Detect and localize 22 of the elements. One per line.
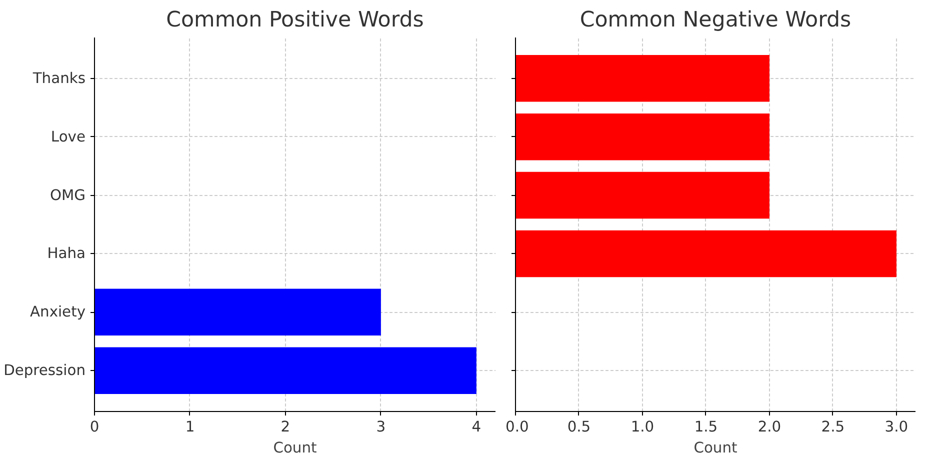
x-tick-label: 0.5 (567, 418, 591, 436)
x-tick-label: 1 (185, 418, 195, 436)
x-tick-label: 1.0 (630, 418, 654, 436)
chart-title: Common Negative Words (580, 8, 852, 32)
x-tick-label: 4 (472, 418, 482, 436)
y-tick-label: Depression (4, 362, 86, 380)
x-tick-label: 0 (90, 418, 100, 436)
x-tick-label: 2.5 (821, 418, 845, 436)
x-tick-label: 2.0 (758, 418, 782, 436)
x-tick-label: 3.0 (884, 418, 908, 436)
x-tick-label: 0.0 (506, 418, 529, 436)
y-tick-label: Haha (47, 245, 86, 262)
chart-title: Common Positive Words (166, 8, 424, 32)
x-tick-label: 2 (280, 418, 290, 436)
x-axis-title: Count (694, 440, 738, 456)
y-tick-label: OMG (50, 186, 86, 204)
x-tick-label: 1.5 (694, 418, 718, 436)
x-tick-label: 3 (376, 418, 386, 436)
y-tick-label: Love (50, 128, 86, 146)
y-tick-label: Thanks (32, 70, 86, 87)
y-tick-label: Anxiety (30, 304, 86, 321)
x-axis-title: Count (273, 440, 318, 456)
